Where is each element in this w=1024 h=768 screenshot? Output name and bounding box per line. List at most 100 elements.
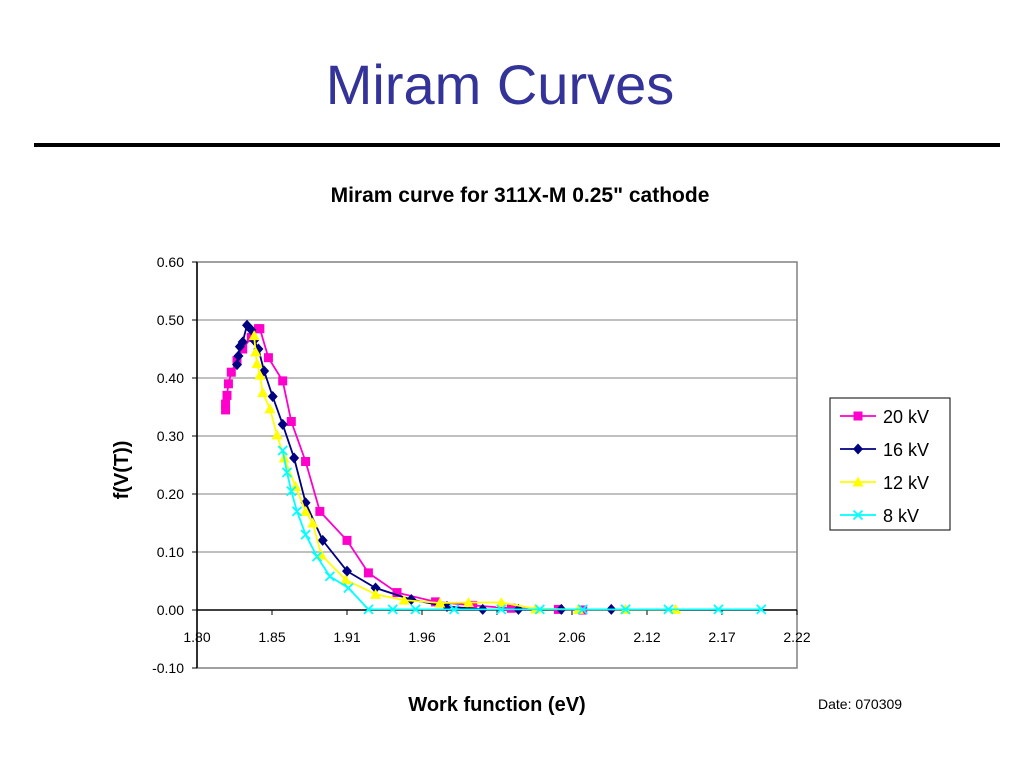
data-point	[462, 596, 474, 607]
data-point	[291, 506, 303, 517]
data-point	[267, 391, 278, 403]
data-point	[495, 596, 507, 607]
data-point	[237, 336, 248, 348]
data-point	[387, 604, 398, 615]
y-tick-label: 0.30	[157, 428, 184, 444]
legend-item: 12 kV	[840, 473, 929, 493]
data-point	[251, 358, 263, 368]
axis-ticks: -0.10 0.00 0.10 0.20 0.30 0.40 0.50 0.60 1.80 1.8…	[152, 254, 811, 676]
data-point	[342, 535, 352, 545]
legend-marker	[852, 509, 864, 521]
data-point	[410, 604, 421, 615]
x-tick-label: 2.12	[633, 629, 660, 645]
y-tick-label: 0.00	[157, 602, 184, 618]
data-point	[254, 369, 266, 380]
data-point	[277, 445, 288, 456]
y-tick-label: -0.10	[152, 660, 184, 676]
series-16-kv	[232, 319, 617, 615]
data-point	[277, 418, 288, 430]
data-point	[506, 603, 516, 613]
data-point	[289, 452, 300, 464]
data-point	[286, 417, 296, 426]
data-point	[232, 359, 242, 371]
data-point	[392, 588, 402, 598]
data-point	[370, 582, 381, 594]
date-label: Date: 070309	[818, 696, 903, 712]
data-point	[281, 467, 293, 478]
x-tick-label: 1.85	[258, 629, 285, 645]
x-tick-label: 1.91	[333, 629, 360, 645]
data-point	[300, 505, 312, 516]
legend-marker	[853, 443, 863, 455]
series-line	[253, 335, 676, 611]
data-point	[248, 330, 260, 341]
data-point	[223, 379, 233, 389]
data-point	[363, 604, 374, 615]
data-point	[301, 457, 311, 467]
data-point	[370, 588, 382, 599]
data-point	[250, 346, 262, 357]
data-point	[620, 604, 631, 615]
data-point	[286, 485, 297, 497]
data-point	[263, 353, 273, 363]
legend-label: 8 kV	[883, 506, 919, 526]
x-tick-label: 2.22	[783, 629, 810, 645]
plot-area	[196, 261, 798, 669]
series-line	[236, 323, 612, 611]
x-tick-label: 2.06	[558, 629, 585, 645]
data-point	[496, 604, 507, 615]
x-tick-label: 1.80	[183, 629, 210, 645]
legend-item: 20 kV	[840, 407, 929, 427]
x-axis-title: Work function (eV)	[408, 694, 585, 716]
data-point	[577, 604, 588, 615]
x-tick-label: 2.01	[483, 629, 510, 645]
data-point	[315, 506, 325, 516]
series-group	[221, 319, 767, 615]
data-point	[226, 367, 236, 377]
legend-marker	[853, 411, 863, 421]
x-tick-label: 1.96	[408, 629, 435, 645]
legend-label: 16 kV	[883, 440, 929, 460]
data-point	[222, 390, 232, 400]
data-point	[340, 574, 352, 585]
data-point	[300, 529, 311, 540]
y-axis-title: f(V(T))	[111, 441, 133, 500]
legend-box	[829, 397, 951, 531]
legend: 20 kV 16 kV 12 kV 8 kV	[829, 397, 951, 531]
data-point	[713, 604, 724, 615]
data-point	[315, 549, 327, 560]
data-point	[257, 387, 269, 397]
y-tick-label: 0.20	[157, 486, 184, 502]
data-point	[317, 534, 328, 546]
x-tick-label: 2.17	[708, 629, 735, 645]
data-point	[398, 594, 410, 605]
series-8-kv	[277, 445, 767, 615]
y-tick-label: 0.40	[157, 370, 184, 386]
y-tick-label: 0.10	[157, 544, 184, 560]
y-tick-label: 0.50	[157, 312, 184, 328]
data-point	[271, 429, 283, 440]
data-point	[434, 597, 446, 608]
data-point	[311, 551, 323, 562]
data-point	[449, 604, 460, 615]
data-point	[756, 604, 767, 615]
data-point	[307, 517, 319, 528]
chart-title: Miram curve for 311X-M 0.25" cathode	[330, 184, 710, 207]
data-point	[221, 405, 231, 415]
y-tick-label: 0.60	[157, 254, 184, 270]
data-point	[343, 582, 354, 594]
data-point	[278, 376, 288, 386]
data-point	[255, 324, 265, 334]
data-point	[534, 604, 545, 615]
legend-marker	[852, 476, 864, 487]
data-point	[221, 399, 231, 409]
legend-item: 8 kV	[840, 506, 919, 526]
legend-label: 12 kV	[883, 473, 929, 493]
title-divider	[34, 143, 1000, 147]
data-point	[342, 565, 352, 577]
data-point	[233, 350, 244, 362]
data-point	[663, 604, 674, 615]
legend-item: 16 kV	[840, 440, 929, 460]
slide-title: Miram Curves	[325, 53, 675, 116]
legend-label: 20 kV	[883, 407, 929, 427]
